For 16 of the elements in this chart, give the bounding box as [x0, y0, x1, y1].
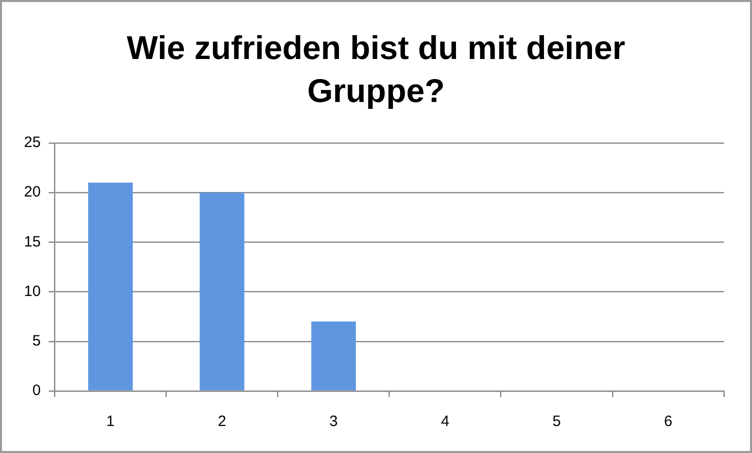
bar [88, 182, 133, 390]
x-tick-label: 3 [329, 413, 338, 430]
bar [311, 322, 356, 390]
y-tick-label: 20 [24, 184, 41, 201]
y-tick-label: 10 [24, 282, 41, 300]
bar [200, 192, 244, 390]
x-tick-label: 2 [218, 413, 226, 430]
x-tick-label: 6 [664, 413, 672, 430]
chart-title: Wie zufrieden bist du mit deiner Gruppe? [126, 28, 626, 111]
x-tick-label: 5 [552, 413, 561, 430]
y-tick-label: 25 [24, 134, 41, 152]
x-tick-label: 1 [106, 413, 115, 430]
y-tick-label: 5 [32, 332, 41, 350]
y-tick-label: 15 [24, 233, 41, 250]
x-tick-label: 4 [440, 413, 450, 430]
y-tick-label: 0 [32, 382, 41, 400]
